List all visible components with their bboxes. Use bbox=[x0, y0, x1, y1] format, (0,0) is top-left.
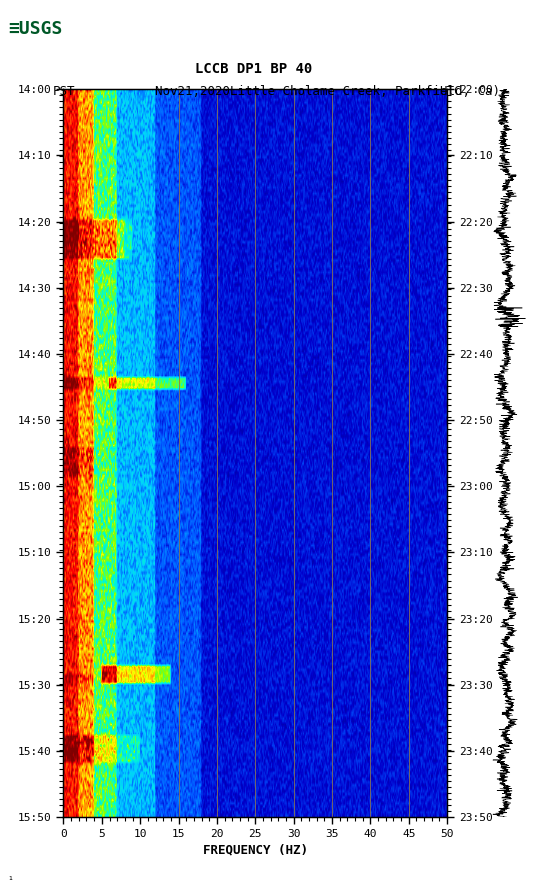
Text: UTC: UTC bbox=[439, 85, 461, 98]
Text: Nov21,2020Little Cholame Creek, Parkfield, Ca): Nov21,2020Little Cholame Creek, Parkfiel… bbox=[155, 85, 500, 98]
Text: ¹: ¹ bbox=[8, 876, 12, 886]
Text: PST: PST bbox=[52, 85, 75, 98]
Text: LCCB DP1 BP 40: LCCB DP1 BP 40 bbox=[195, 62, 312, 76]
Text: ≡USGS: ≡USGS bbox=[8, 20, 63, 38]
X-axis label: FREQUENCY (HZ): FREQUENCY (HZ) bbox=[203, 843, 308, 856]
